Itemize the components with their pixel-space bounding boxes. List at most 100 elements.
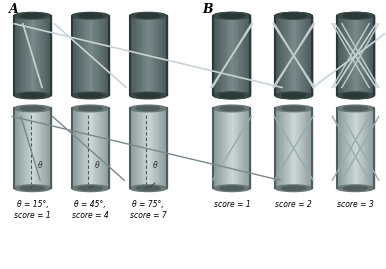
Polygon shape [371,108,373,188]
Polygon shape [47,108,48,188]
Polygon shape [359,16,361,95]
Ellipse shape [337,12,374,19]
Polygon shape [223,108,225,188]
Polygon shape [162,16,163,95]
Polygon shape [281,16,283,95]
Polygon shape [40,16,41,95]
Polygon shape [295,16,296,95]
Polygon shape [76,16,77,95]
Polygon shape [368,16,369,95]
Polygon shape [72,108,73,188]
Polygon shape [93,108,94,188]
Polygon shape [306,108,307,188]
Polygon shape [295,108,296,188]
Polygon shape [41,16,42,95]
Polygon shape [158,16,159,95]
Polygon shape [348,16,349,95]
Polygon shape [347,16,348,95]
Polygon shape [280,108,281,188]
Polygon shape [85,16,86,95]
Polygon shape [242,16,243,95]
Polygon shape [339,108,340,188]
Polygon shape [353,16,354,95]
Ellipse shape [282,13,306,18]
Polygon shape [24,108,25,188]
Polygon shape [275,16,276,95]
Polygon shape [44,16,45,95]
Polygon shape [239,16,240,95]
Polygon shape [104,108,105,188]
Polygon shape [19,108,20,188]
Polygon shape [288,108,289,188]
Ellipse shape [275,12,312,19]
Polygon shape [34,16,35,95]
Polygon shape [363,108,364,188]
Polygon shape [213,16,215,95]
Polygon shape [17,108,18,188]
Polygon shape [42,108,44,188]
Polygon shape [91,16,93,95]
Polygon shape [148,16,149,95]
Polygon shape [130,108,131,188]
Polygon shape [14,108,15,188]
Polygon shape [34,108,35,188]
Polygon shape [367,108,368,188]
Polygon shape [297,16,299,95]
Ellipse shape [136,13,160,18]
Polygon shape [225,16,226,95]
Polygon shape [238,108,239,188]
Polygon shape [147,16,148,95]
Polygon shape [106,108,107,188]
Polygon shape [161,16,162,95]
Polygon shape [156,16,157,95]
Polygon shape [233,16,234,95]
Ellipse shape [130,12,166,19]
Polygon shape [302,16,303,95]
Polygon shape [138,16,139,95]
Polygon shape [358,108,359,188]
Polygon shape [154,16,156,95]
Polygon shape [349,16,350,95]
Polygon shape [41,108,42,188]
Polygon shape [343,16,344,95]
Polygon shape [82,108,83,188]
Polygon shape [278,108,279,188]
Polygon shape [26,108,27,188]
Polygon shape [217,16,218,95]
Text: $\theta$: $\theta$ [152,159,159,170]
Polygon shape [144,108,146,188]
Polygon shape [297,108,299,188]
Polygon shape [228,108,229,188]
Polygon shape [234,108,235,188]
Polygon shape [373,16,374,95]
Polygon shape [284,108,285,188]
Polygon shape [15,16,17,95]
Polygon shape [31,16,32,95]
Polygon shape [159,108,161,188]
Polygon shape [217,16,218,95]
Polygon shape [299,16,300,95]
Polygon shape [90,108,91,188]
Polygon shape [352,108,353,188]
Polygon shape [233,108,234,188]
Polygon shape [284,16,285,95]
Ellipse shape [14,12,51,19]
Polygon shape [364,16,366,95]
Text: θ = 15°,
score = 1: θ = 15°, score = 1 [14,200,51,220]
Polygon shape [149,108,151,188]
Polygon shape [306,16,307,95]
Ellipse shape [72,105,109,112]
Polygon shape [366,108,367,188]
Polygon shape [249,16,250,95]
Ellipse shape [282,186,306,190]
Text: $\theta$: $\theta$ [94,159,101,170]
Polygon shape [103,108,104,188]
Polygon shape [132,108,134,188]
Polygon shape [220,16,221,95]
Polygon shape [48,16,50,95]
Polygon shape [154,108,156,188]
Ellipse shape [344,186,367,190]
Polygon shape [296,108,297,188]
Polygon shape [242,108,243,188]
Polygon shape [237,16,238,95]
